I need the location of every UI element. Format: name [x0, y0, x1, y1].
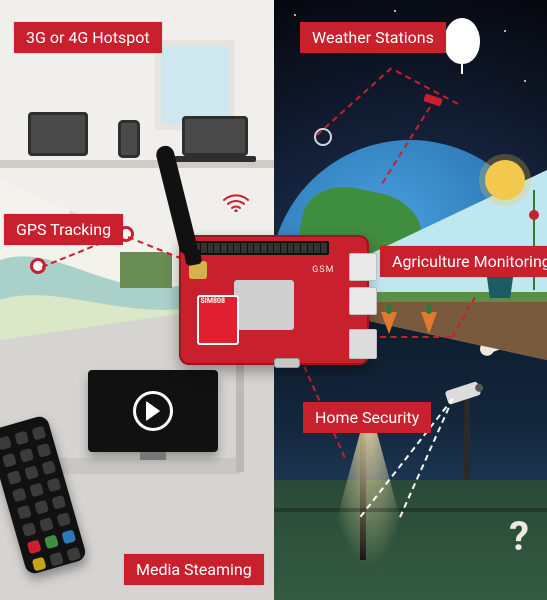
wifi-icon: [220, 180, 252, 212]
board-side-label: GSM: [312, 265, 334, 275]
laptop-base: [174, 156, 256, 162]
chip-icon: [234, 280, 294, 330]
carrot-icon: [381, 312, 397, 334]
camera-pole: [464, 390, 470, 480]
fence-line: [274, 508, 547, 512]
label-weather: Weather Stations: [300, 22, 446, 53]
question-icon: ?: [509, 513, 529, 560]
tv-icon: [88, 370, 218, 452]
usb-port-icon: [349, 287, 377, 315]
balloon-icon: [444, 18, 480, 64]
sun-icon: [485, 160, 525, 200]
infographic-stage: ?: [0, 0, 547, 600]
ag-sensor-line: [380, 336, 450, 338]
carrot-icon: [421, 312, 437, 334]
tv-stand: [60, 458, 240, 474]
laptop-icon: [182, 116, 248, 156]
remote-icon: [0, 414, 87, 575]
label-media: Media Steaming: [124, 554, 264, 585]
raspberry-pi-board: SIM808 GSM: [179, 235, 369, 365]
usb-port-icon: [349, 253, 377, 281]
ethernet-port-icon: [349, 329, 377, 359]
tomato-icon: [529, 210, 539, 220]
microusb-port-icon: [274, 358, 300, 368]
gpio-header-icon: [193, 241, 329, 255]
phone-icon: [118, 120, 140, 158]
label-hotspot: 3G or 4G Hotspot: [14, 22, 162, 53]
tablet-icon: [28, 112, 88, 156]
tv-neck: [140, 452, 166, 460]
label-gps: GPS Tracking: [4, 214, 123, 245]
module-label: SIM808: [201, 297, 226, 305]
label-agriculture: Agriculture Monitoring: [380, 246, 547, 277]
label-security: Home Security: [303, 402, 431, 433]
